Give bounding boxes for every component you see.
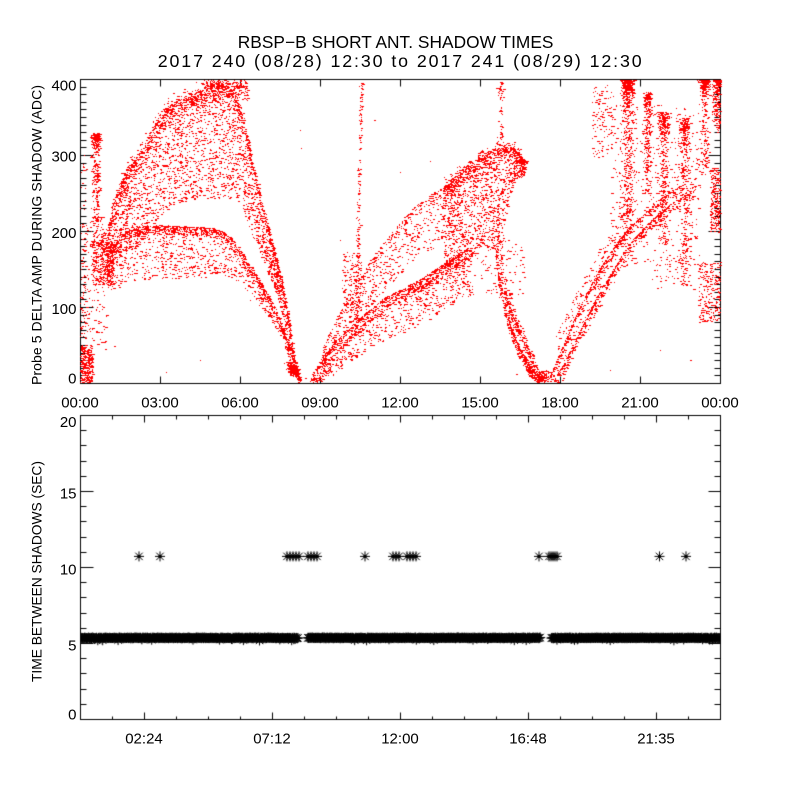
svg-text:300: 300 — [51, 149, 76, 166]
svg-text:20: 20 — [60, 414, 77, 431]
svg-text:TIME BETWEEN SHADOWS (SEC): TIME BETWEEN SHADOWS (SEC) — [30, 461, 45, 682]
svg-text:100: 100 — [51, 301, 76, 318]
svg-text:0: 0 — [68, 371, 76, 388]
svg-text:07:12: 07:12 — [253, 730, 291, 747]
svg-text:15: 15 — [60, 486, 77, 503]
svg-text:2017 240 (08/28) 12:30 to 2017: 2017 240 (08/28) 12:30 to 2017 241 (08/2… — [158, 51, 642, 71]
svg-text:5: 5 — [68, 638, 76, 655]
svg-text:00:00: 00:00 — [61, 395, 99, 412]
svg-text:16:48: 16:48 — [509, 730, 547, 747]
svg-text:00:00: 00:00 — [701, 395, 739, 412]
svg-text:12:00: 12:00 — [381, 395, 419, 412]
svg-text:21:35: 21:35 — [637, 730, 675, 747]
svg-text:03:00: 03:00 — [141, 395, 179, 412]
svg-text:18:00: 18:00 — [541, 395, 579, 412]
svg-text:21:00: 21:00 — [621, 395, 659, 412]
svg-text:RBSP−B SHORT ANT. SHADOW TIMES: RBSP−B SHORT ANT. SHADOW TIMES — [238, 32, 554, 52]
svg-text:15:00: 15:00 — [461, 395, 499, 412]
svg-text:200: 200 — [51, 225, 76, 242]
svg-text:0: 0 — [68, 707, 76, 724]
svg-text:10: 10 — [60, 562, 77, 579]
svg-text:09:00: 09:00 — [301, 395, 339, 412]
svg-text:02:24: 02:24 — [125, 730, 163, 747]
svg-text:400: 400 — [51, 77, 76, 94]
svg-text:Probe 5 DELTA AMP DURING SHADO: Probe 5 DELTA AMP DURING SHADOW (ADC) — [29, 85, 45, 385]
svg-text:06:00: 06:00 — [221, 395, 259, 412]
svg-text:12:00: 12:00 — [381, 730, 419, 747]
